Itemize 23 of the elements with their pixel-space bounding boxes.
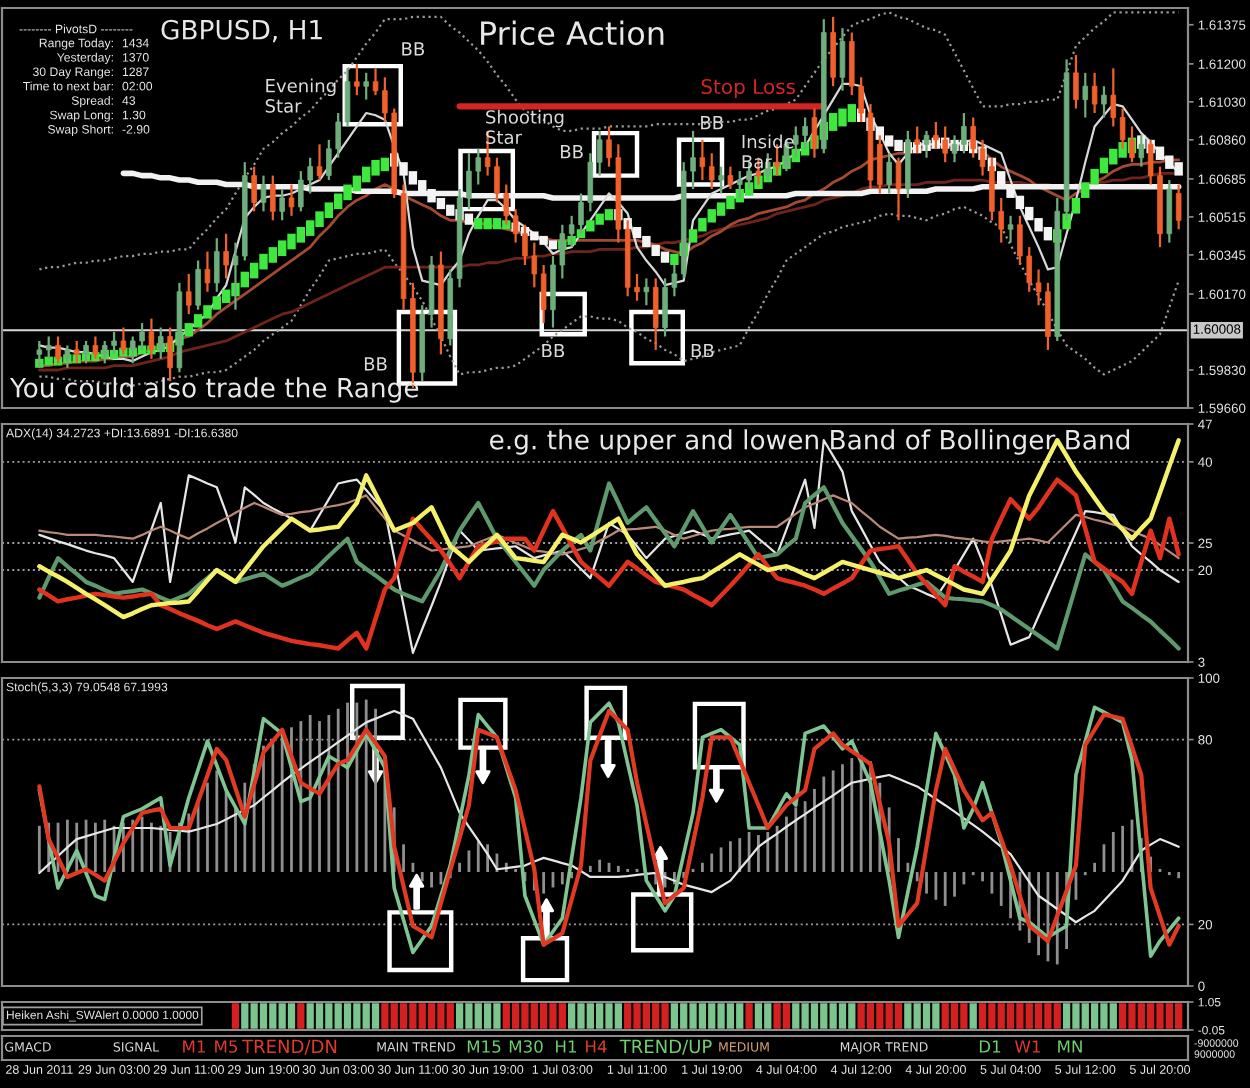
chart-title: GBPUSD, H1 (161, 19, 322, 43)
category-label: M15 (467, 1040, 501, 1053)
annotation: BB (402, 42, 425, 56)
category-label: M30 (509, 1040, 543, 1053)
category-label: TREND/UP (619, 1039, 712, 1055)
chart-subtitle: Price Action (481, 20, 664, 46)
annotation: BB (561, 145, 583, 159)
annotation: BB (691, 343, 714, 358)
category-label: H4 (586, 1040, 607, 1053)
annotation: BB (542, 343, 565, 358)
category-label: M1 (183, 1040, 205, 1053)
series-label: Stop Loss (701, 78, 796, 98)
annotation: BB (701, 116, 723, 130)
annotation: You could also trade the Range (9, 377, 419, 403)
category-label: H1 (556, 1040, 577, 1053)
category-label: W1 (1015, 1040, 1040, 1053)
category-label: TREND/DN (242, 1039, 337, 1055)
category-label: M5 (215, 1040, 238, 1053)
annotation: BB (364, 357, 387, 371)
category-label: MN (1058, 1040, 1082, 1053)
category-label: D1 (979, 1040, 1001, 1053)
annotation: e.g. the upper and lowen Band of Bollinger Band (490, 429, 1130, 455)
annotation: Evening Star (265, 78, 336, 113)
